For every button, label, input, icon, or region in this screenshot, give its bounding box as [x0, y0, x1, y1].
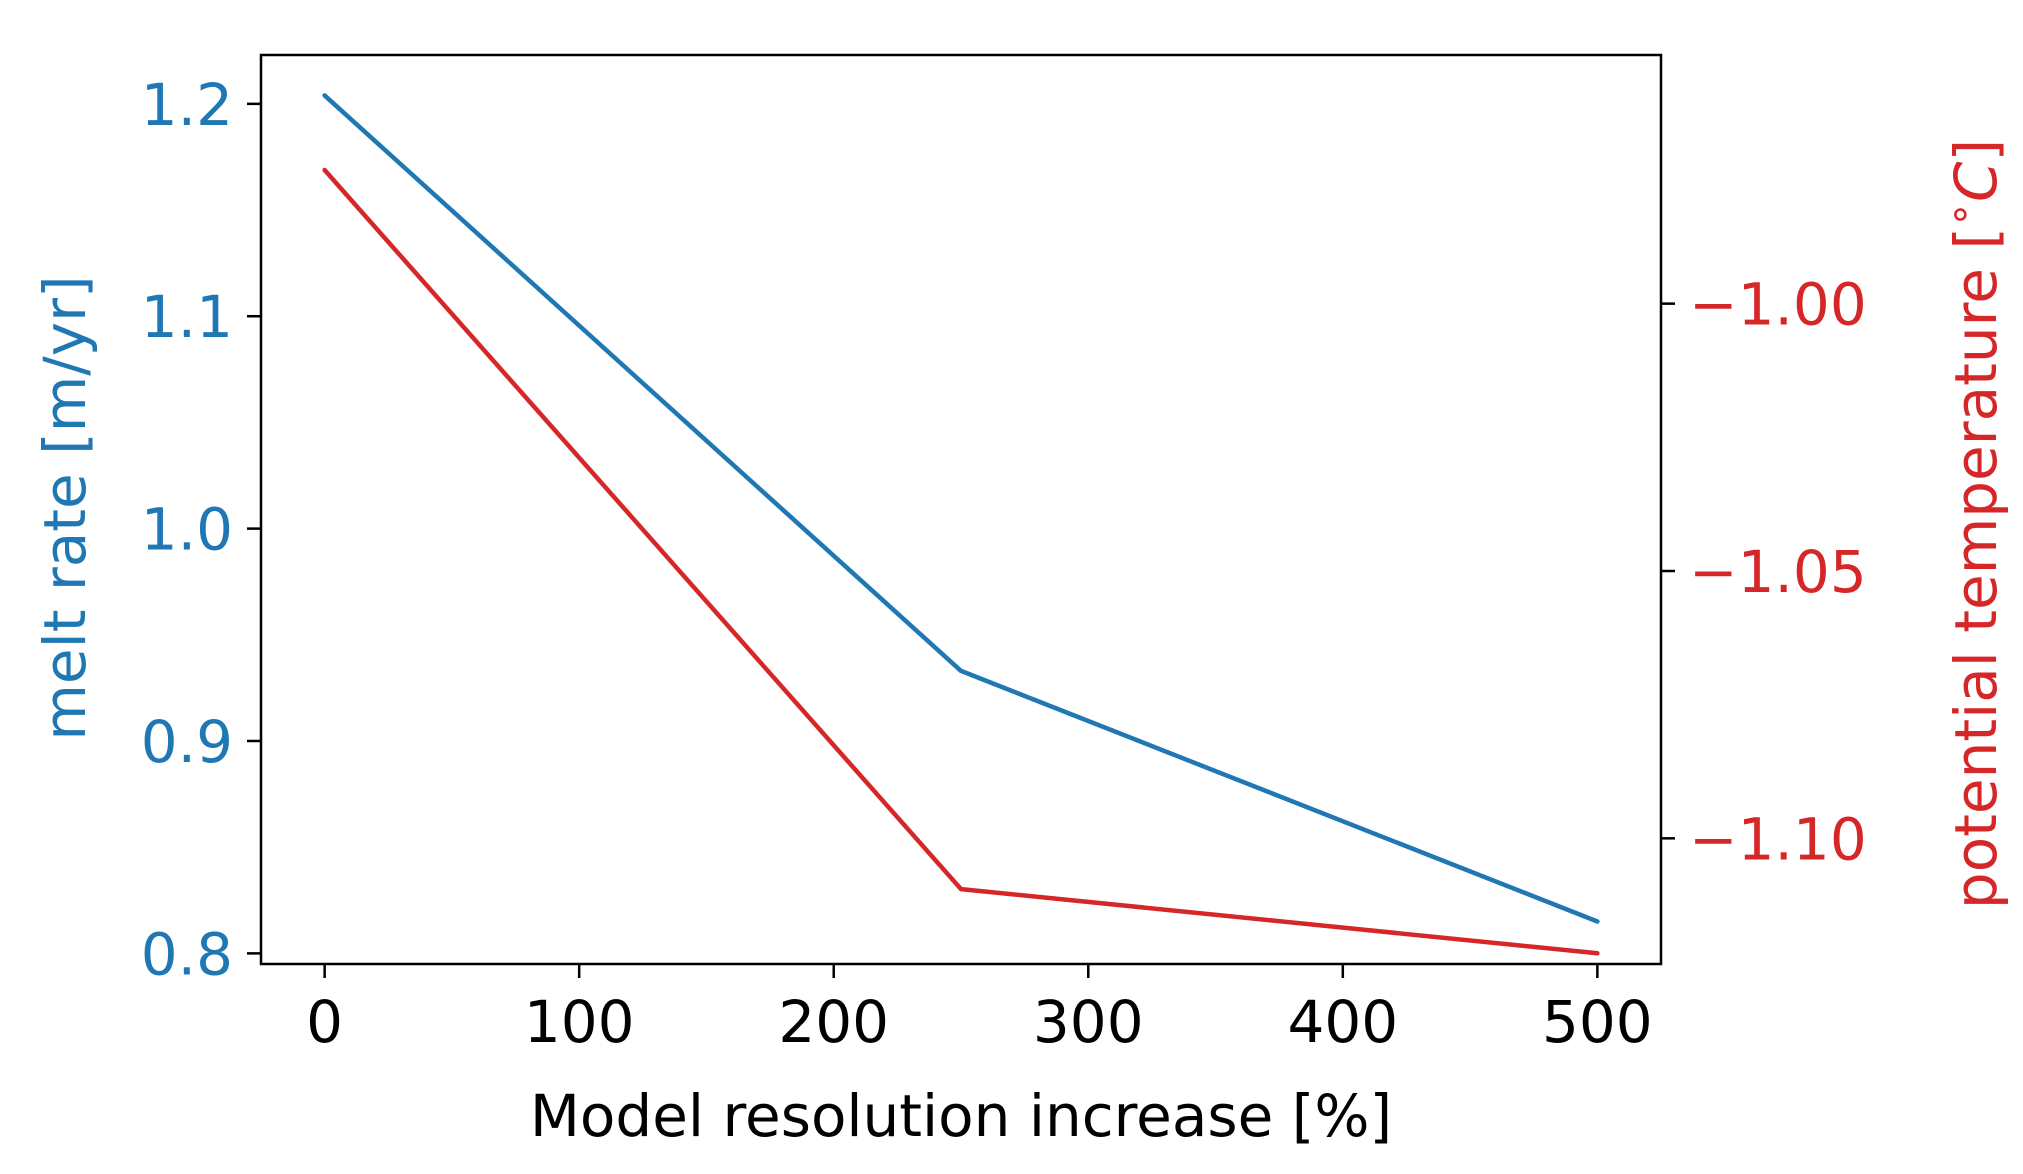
- right-y-axis-title: potential temperature [∘C]: [1937, 139, 2010, 909]
- right-y-axis-ticks: −1.00 −1.05 −1.10: [1661, 271, 1867, 873]
- left-y-axis-title: melt rate [m/yr]: [31, 275, 99, 740]
- right-y-axis-title-close: ]: [1942, 139, 2010, 162]
- x-tick-label: 300: [1033, 988, 1144, 1056]
- left-y-tick-label: 1.0: [141, 496, 233, 564]
- x-tick-label: 200: [778, 988, 889, 1056]
- x-tick-label: 500: [1542, 988, 1653, 1056]
- melt-rate-line: [322, 93, 1600, 924]
- right-y-axis-title-text: potential temperature [: [1942, 227, 2010, 909]
- left-y-tick-label: 1.2: [141, 71, 233, 139]
- right-y-tick-label: −1.05: [1689, 538, 1867, 606]
- x-tick-label: 0: [306, 988, 343, 1056]
- left-y-tick-label: 0.8: [141, 920, 233, 988]
- x-axis-title: Model resolution increase [%]: [530, 1082, 1392, 1150]
- degree-symbol: ∘: [1937, 202, 1983, 227]
- left-y-tick-label: 0.9: [141, 708, 233, 776]
- right-y-tick-label: −1.10: [1689, 805, 1867, 873]
- left-y-tick-label: 1.1: [141, 283, 233, 351]
- x-axis-ticks: 0 100 200 300 400 500: [306, 964, 1653, 1056]
- left-y-axis-ticks: 0.8 0.9 1.0 1.1 1.2: [141, 71, 261, 988]
- potential-temperature-line: [322, 167, 1600, 956]
- right-y-tick-label: −1.00: [1689, 271, 1867, 339]
- series-layer: [322, 93, 1600, 956]
- unit-symbol: C: [1942, 161, 2010, 202]
- x-tick-label: 400: [1287, 988, 1398, 1056]
- x-tick-label: 100: [524, 988, 635, 1056]
- plot-area-frame: [259, 53, 1663, 966]
